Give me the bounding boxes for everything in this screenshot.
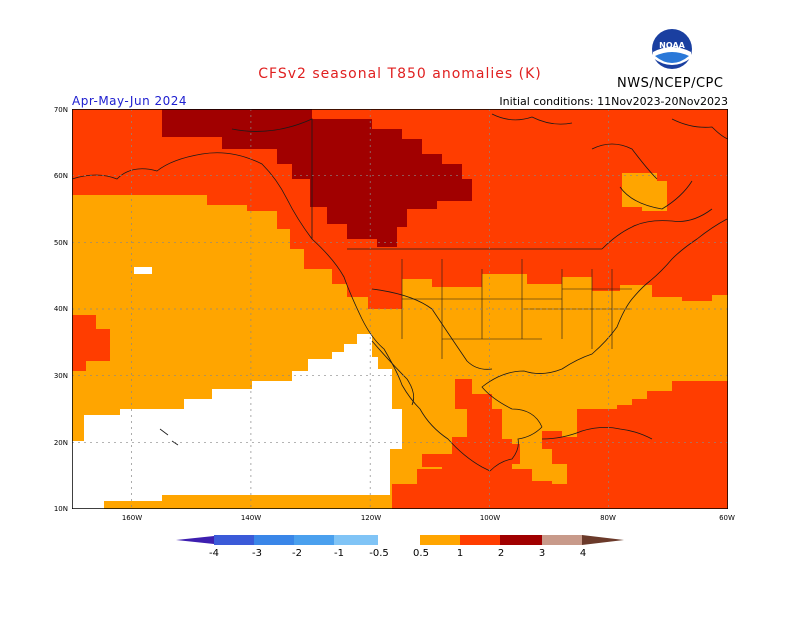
lon-label-120w: 120W bbox=[360, 514, 382, 522]
initial-conditions: Initial conditions: 11Nov2023-20Nov2023 bbox=[499, 95, 728, 108]
forecast-period: Apr-May-Jun 2024 bbox=[72, 94, 188, 108]
logo-text: NOAA bbox=[659, 41, 685, 50]
lat-label-10n: 10N bbox=[53, 505, 68, 513]
colorbar-label-2: 2 bbox=[497, 548, 505, 559]
anomaly-1-2-westpac bbox=[72, 315, 110, 371]
anomaly-near-zero-pacific bbox=[72, 334, 402, 509]
lat-label-40n: 40N bbox=[53, 305, 68, 313]
coastlines bbox=[72, 113, 728, 472]
agency-label: NWS/NCEP/CPC bbox=[617, 76, 724, 91]
colorbar-label-3: 3 bbox=[538, 548, 546, 559]
anomaly-1-2-mexico bbox=[527, 481, 577, 509]
colorbar-under-arrow bbox=[176, 536, 214, 544]
colorbar bbox=[176, 535, 624, 545]
colorbar-label-0.5: 0.5 bbox=[413, 548, 429, 559]
colorbar-bin-neg1-neg0.5 bbox=[334, 535, 378, 545]
colorbar-bin-neg3-neg2 bbox=[254, 535, 294, 545]
graticule bbox=[72, 109, 728, 509]
lat-label-20n: 20N bbox=[53, 439, 68, 447]
lon-label-160w: 160W bbox=[121, 514, 143, 522]
colorbar-label-neg4: -4 bbox=[209, 548, 219, 559]
lat-label-70n: 70N bbox=[53, 106, 68, 114]
colorbar-bin-0.5-1 bbox=[420, 535, 460, 545]
anomaly-0.5-1-hudson bbox=[622, 173, 667, 211]
lat-label-60n: 60N bbox=[53, 172, 68, 180]
lat-label-50n: 50N bbox=[53, 239, 68, 247]
lat-label-30n: 30N bbox=[53, 372, 68, 380]
colorbar-bin-2-3 bbox=[500, 535, 542, 545]
colorbar-label-neg3: -3 bbox=[252, 548, 262, 559]
chart-title: CFSv2 seasonal T850 anomalies (K) bbox=[258, 66, 542, 82]
colorbar-bin-neg4-neg3 bbox=[214, 535, 254, 545]
anomaly-1-2-gulf bbox=[422, 379, 520, 479]
anomaly-map bbox=[72, 109, 728, 509]
noaa-logo: NOAA bbox=[652, 29, 692, 69]
colorbar-bin-1-2 bbox=[460, 535, 500, 545]
colorbar-over-arrow bbox=[582, 535, 624, 545]
lon-label-100w: 100W bbox=[479, 514, 501, 522]
lon-label-80w: 80W bbox=[600, 514, 616, 522]
colorbar-label-neg0.5: -0.5 bbox=[369, 548, 389, 559]
colorbar-label-1: 1 bbox=[456, 548, 464, 559]
colorbar-bin-3-4 bbox=[542, 535, 582, 545]
lon-label-140w: 140W bbox=[240, 514, 262, 522]
lon-label-60w: 60W bbox=[719, 514, 735, 522]
anomaly-1-2-caribbean bbox=[542, 385, 728, 509]
colorbar-label-4: 4 bbox=[579, 548, 587, 559]
colorbar-bin-neg0.5-0.5 bbox=[378, 535, 420, 545]
anomaly-near-zero-speck bbox=[134, 267, 152, 274]
anomaly-2-3-canada bbox=[162, 109, 472, 247]
colorbar-label-neg2: -2 bbox=[292, 548, 302, 559]
colorbar-bin-neg2-neg1 bbox=[294, 535, 334, 545]
colorbar-label-neg1: -1 bbox=[334, 548, 344, 559]
